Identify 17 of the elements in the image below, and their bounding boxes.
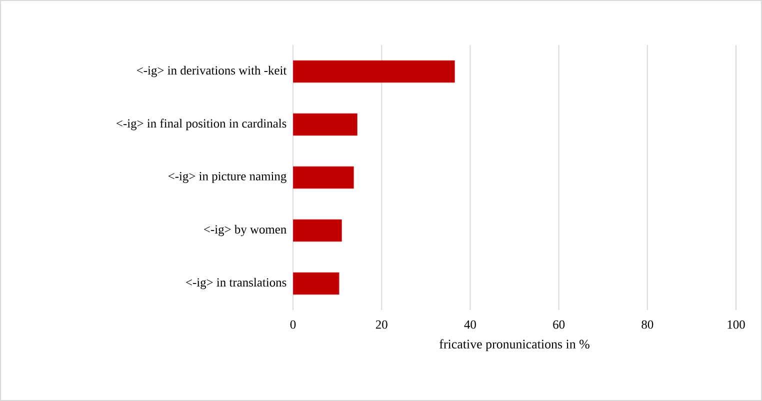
x-tick-label: 100 [728, 320, 745, 329]
bar [293, 219, 342, 242]
y-tick-label: <-ig> in final position in cardinals [116, 118, 286, 130]
y-tick-label: <-ig> in derivations with -keit [136, 66, 287, 78]
x-tick-label: 80 [642, 320, 654, 329]
y-tick-label: <-ig> in translations [186, 278, 286, 290]
x-tick-label: 20 [376, 320, 388, 329]
bar [293, 60, 455, 83]
x-tick-label: 40 [464, 320, 476, 329]
bar [293, 113, 358, 136]
y-tick-label: <-ig> in picture naming [168, 172, 286, 183]
y-tick-label: <-ig> by women [204, 224, 286, 236]
bar [293, 272, 340, 295]
x-axis-title: fricative pronunications in % [440, 339, 590, 352]
bar [293, 166, 354, 189]
x-tick-label: 60 [553, 320, 565, 329]
x-tick-label: 0 [290, 320, 296, 329]
